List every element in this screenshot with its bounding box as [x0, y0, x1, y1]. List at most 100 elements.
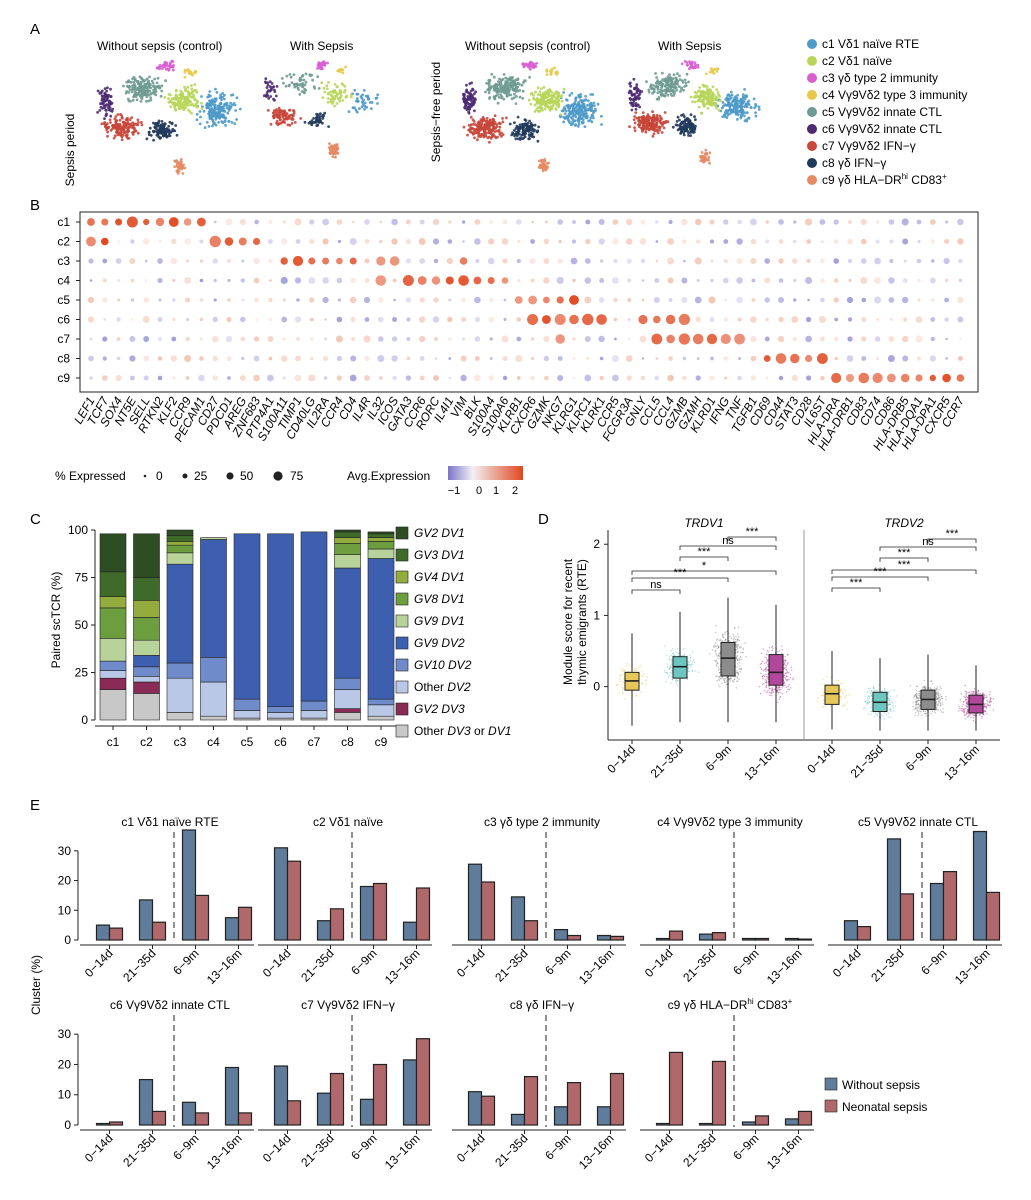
umap-point: [662, 126, 666, 130]
umap-point: [542, 163, 546, 167]
dot-c5-KLRB1: [514, 296, 523, 304]
dot-c5-GZMB: [681, 297, 688, 303]
dot-c5-IL4R: [363, 296, 371, 304]
dot-c3-RORC: [433, 258, 439, 264]
umap-point: [515, 87, 519, 90]
c-bar-c1-GV10-DV2: [99, 660, 127, 671]
umap-point: [299, 76, 302, 80]
umap-point: [541, 169, 545, 173]
umap-point: [266, 109, 270, 112]
umap-point: [539, 107, 543, 110]
umap-point: [695, 91, 699, 95]
umap-point: [470, 81, 473, 85]
c-bar-c9-GV9-DV1: [367, 548, 395, 559]
dot-c9-RORC: [433, 375, 439, 381]
umap-point: [198, 122, 202, 126]
dot-c2-HLA-DRB1: [847, 238, 853, 245]
d-jitter-point: [675, 680, 677, 682]
umap-point: [487, 79, 491, 82]
umap-point: [170, 59, 174, 63]
umap-point: [146, 80, 150, 84]
dot-c6-IL6ST: [818, 316, 826, 323]
dot-c5-SOX4: [117, 298, 121, 302]
umap-point: [210, 100, 213, 103]
d-jitter-point: [724, 677, 726, 680]
dot-c8-SELL: [143, 355, 150, 362]
umap-point: [654, 81, 658, 85]
umap-point: [209, 108, 213, 112]
umap-point: [572, 107, 575, 111]
umap-point: [496, 101, 500, 105]
dot-c6-KLRB1: [516, 317, 522, 322]
dot-c6-TCF7: [103, 318, 107, 321]
umap-point: [331, 97, 334, 101]
dot-c5-GATA3: [405, 297, 412, 303]
dot-c2-CD40LG: [309, 239, 315, 244]
umap-point: [160, 132, 164, 135]
d-jitter-point: [732, 680, 734, 682]
dotplot-gene-labels: LEF1TCF7SOX4NT5ESELLRTKN2KLF2CCR9PECAM1C…: [71, 393, 968, 453]
umap-point: [205, 120, 209, 124]
c-bar-c3-GV10-DV2: [166, 662, 194, 679]
d-jitter-point: [619, 676, 621, 678]
c-legend-label-2: GV4 DV1: [414, 570, 465, 584]
dot-c6-LEF1: [87, 316, 95, 323]
umap-point: [665, 83, 668, 87]
dot-c3-CCR4: [336, 257, 343, 265]
d-jitter-point: [623, 669, 626, 672]
umap-point: [111, 127, 114, 130]
umap-point: [654, 85, 658, 89]
d-jitter-point: [676, 678, 678, 680]
umap-point: [559, 113, 563, 116]
dot-c6-ICOS: [392, 317, 398, 322]
dot-c5-LEF1: [87, 296, 95, 304]
dot-c6-STAT3: [791, 316, 799, 323]
dot-c7-TIMP1: [296, 337, 300, 341]
dot-c9-CCL4: [667, 374, 674, 382]
umap-point: [182, 95, 186, 99]
umap-point: [753, 106, 756, 110]
c-bar-c1-GV4-DV1: [99, 596, 127, 609]
umap-point: [641, 130, 644, 133]
dot-c4-GZMH: [696, 279, 700, 282]
umap-point: [584, 94, 588, 98]
umap-point: [473, 136, 476, 140]
umap-point: [161, 122, 165, 126]
dot-c9-IL2RA: [323, 376, 328, 380]
dot-c1-CCR4: [336, 219, 343, 225]
c-bar-c5-Other-DV2: [233, 710, 261, 719]
umap-panel-4: [627, 60, 761, 165]
umap-point: [492, 127, 495, 131]
dot-c7-HLA-DRB5: [902, 335, 909, 343]
dot-c9-S100A6: [502, 375, 508, 381]
umap-point: [297, 88, 300, 91]
dot-c5-CCR6: [419, 297, 425, 303]
dot-c5-CD44: [778, 297, 784, 303]
umap-point: [124, 118, 128, 122]
dot-c1-CCR9: [183, 218, 192, 226]
umap-point: [671, 125, 675, 129]
dot-c7-FCGR3A: [627, 337, 631, 341]
umap-point: [530, 134, 534, 138]
d-jitter-point: [738, 639, 741, 642]
umap-point: [469, 99, 473, 102]
dot-c1-IL4I1: [448, 220, 452, 224]
umap-point: [515, 130, 518, 134]
legend-label-c3: c3 γδ type 2 immunity: [822, 71, 938, 85]
d-jitter-point: [719, 639, 722, 641]
dot-c2-IFNG: [723, 239, 729, 244]
d-jitter-point: [726, 683, 728, 686]
umap-point: [169, 105, 173, 109]
d-jitter-point: [723, 678, 725, 680]
umap-point: [693, 100, 697, 104]
dot-c3-ZNF683: [253, 257, 260, 265]
dot-c8-IL32: [377, 355, 385, 362]
umap-point: [313, 120, 317, 124]
dotplot-size-legend: % Expressed 0 25 50 75: [55, 469, 304, 483]
umap-point: [633, 92, 636, 96]
umap-point: [149, 96, 153, 99]
dot-c2-GNLY: [639, 238, 647, 245]
umap-point: [269, 88, 273, 92]
size-legend-dot-50: [226, 472, 234, 480]
dot-c7-IL6ST: [820, 336, 825, 342]
